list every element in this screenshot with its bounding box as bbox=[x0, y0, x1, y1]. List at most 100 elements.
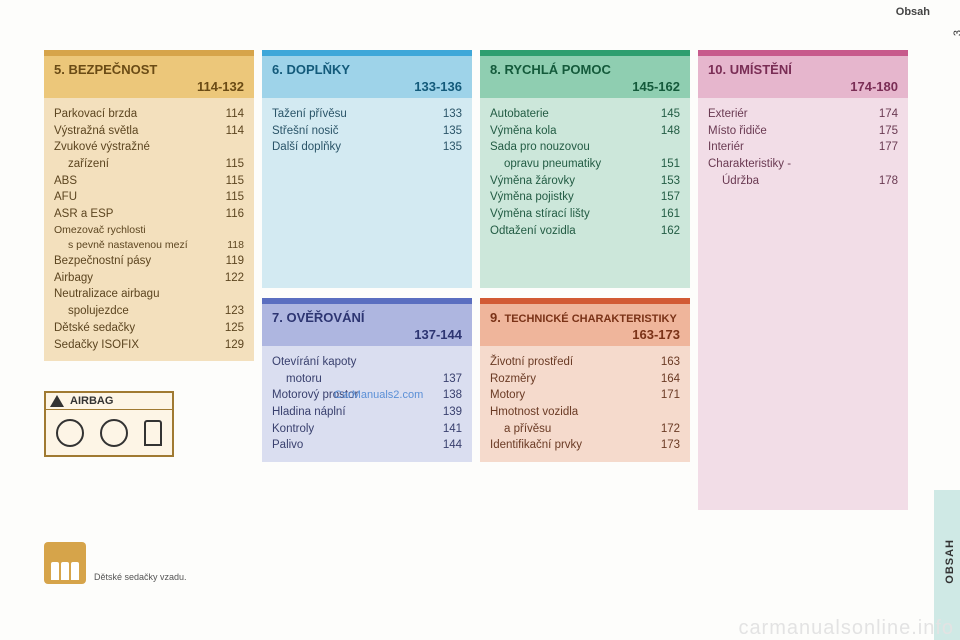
toc-page: 135 bbox=[428, 123, 462, 140]
section-6-title: DOPLŇKY bbox=[286, 62, 350, 77]
toc-row: Sedačky ISOFIX129 bbox=[54, 337, 244, 354]
toc-page: 123 bbox=[210, 303, 244, 320]
section-8-body: Autobaterie145Výměna kola148Sada pro nou… bbox=[480, 98, 690, 288]
watermark-main: carmanualsonline.info bbox=[0, 617, 960, 640]
section-9-body: Životní prostředí163Rozměry164Motory171H… bbox=[480, 346, 690, 462]
airbag-picto-3 bbox=[144, 420, 162, 446]
toc-page: 151 bbox=[646, 156, 680, 173]
toc-page: 178 bbox=[864, 173, 898, 190]
toc-label: Motory bbox=[490, 387, 646, 404]
section-8: 8. RYCHLÁ POMOC 145-162 Autobaterie145Vý… bbox=[480, 50, 690, 288]
toc-page bbox=[210, 286, 244, 303]
toc-row: opravu pneumatiky151 bbox=[490, 156, 680, 173]
columns: 5. BEZPEČNOST 114-132 Parkovací brzda114… bbox=[44, 50, 908, 510]
section-10-title: UMÍSTĚNÍ bbox=[730, 62, 792, 77]
airbag-picto-1 bbox=[56, 419, 84, 447]
col-2: 6. DOPLŇKY 133-136 Tažení přívěsu133Stře… bbox=[262, 50, 472, 510]
toc-row: Interiér177 bbox=[708, 139, 898, 156]
warning-icon bbox=[50, 395, 64, 407]
section-7: 7. OVĚŘOVÁNÍ 137-144 Otevírání kapotymot… bbox=[262, 298, 472, 462]
toc-label: Dětské sedačky bbox=[54, 320, 210, 337]
section-9: 9. TECHNICKÉ CHARAKTERISTIKY 163-173 Živ… bbox=[480, 298, 690, 462]
toc-row: a přívěsu172 bbox=[490, 421, 680, 438]
toc-page: 172 bbox=[646, 421, 680, 438]
toc-row: Airbagy122 bbox=[54, 270, 244, 287]
section-5: 5. BEZPEČNOST 114-132 Parkovací brzda114… bbox=[44, 50, 254, 361]
toc-page: 114 bbox=[210, 106, 244, 123]
toc-page: 171 bbox=[646, 387, 680, 404]
toc-row: motoru137 bbox=[272, 371, 462, 388]
toc-page: 157 bbox=[646, 189, 680, 206]
section-5-range: 114-132 bbox=[197, 79, 244, 94]
section-6-head: 6. DOPLŇKY 133-136 bbox=[262, 56, 472, 98]
section-6-body: Tažení přívěsu133Střešní nosič135Další d… bbox=[262, 98, 472, 288]
child-seats-caption: Dětské sedačky vzadu. bbox=[94, 572, 187, 584]
toc-row: Místo řidiče175 bbox=[708, 123, 898, 140]
page-header: Obsah bbox=[896, 6, 930, 18]
airbag-label: AIRBAG bbox=[70, 395, 113, 407]
toc-row: Omezovač rychlosti bbox=[54, 223, 244, 238]
toc-row: Kontroly141 bbox=[272, 421, 462, 438]
toc-label: Hmotnost vozidla bbox=[490, 404, 646, 421]
toc-page: 153 bbox=[646, 173, 680, 190]
toc-label: zařízení bbox=[54, 156, 210, 173]
toc-row: Bezpečnostní pásy119 bbox=[54, 253, 244, 270]
section-10-body: Exteriér174Místo řidiče175Interiér177Cha… bbox=[698, 98, 908, 510]
toc-row: Rozměry164 bbox=[490, 371, 680, 388]
airbag-picto-2 bbox=[100, 419, 128, 447]
section-7-title: OVĚŘOVÁNÍ bbox=[286, 310, 364, 325]
toc-label: ASR a ESP bbox=[54, 206, 210, 223]
section-9-head: 9. TECHNICKÉ CHARAKTERISTIKY 163-173 bbox=[480, 304, 690, 346]
toc-page bbox=[646, 139, 680, 156]
section-10: 10. UMÍSTĚNÍ 174-180 Exteriér174Místo ři… bbox=[698, 50, 908, 510]
toc-label: Charakteristiky - bbox=[708, 156, 864, 173]
toc-label: Autobaterie bbox=[490, 106, 646, 123]
toc-label: Výstražná světla bbox=[54, 123, 210, 140]
toc-page: 133 bbox=[428, 106, 462, 123]
page-number: 3 bbox=[952, 30, 960, 36]
toc-label: Výměna žárovky bbox=[490, 173, 646, 190]
toc-row: Životní prostředí163 bbox=[490, 354, 680, 371]
toc-label: Tažení přívěsu bbox=[272, 106, 428, 123]
section-8-num: 8. bbox=[490, 62, 501, 77]
toc-page: 115 bbox=[210, 189, 244, 206]
section-6-num: 6. bbox=[272, 62, 283, 77]
toc-page: 115 bbox=[210, 173, 244, 190]
seat-shape-3 bbox=[71, 562, 79, 580]
side-tab: OBSAH bbox=[944, 539, 956, 584]
toc-page: 115 bbox=[210, 156, 244, 173]
toc-row: Charakteristiky - bbox=[708, 156, 898, 173]
toc-label: Hladina náplní bbox=[272, 404, 428, 421]
toc-label: Otevírání kapoty bbox=[272, 354, 428, 371]
seat-shape-2 bbox=[61, 562, 69, 580]
toc-row: Exteriér174 bbox=[708, 106, 898, 123]
toc-page: 125 bbox=[210, 320, 244, 337]
toc-label: Kontroly bbox=[272, 421, 428, 438]
toc-label: AFU bbox=[54, 189, 210, 206]
section-7-head: 7. OVĚŘOVÁNÍ 137-144 bbox=[262, 304, 472, 346]
toc-page bbox=[646, 404, 680, 421]
toc-row: Hladina náplní139 bbox=[272, 404, 462, 421]
toc-page: 114 bbox=[210, 123, 244, 140]
section-8-title: RYCHLÁ POMOC bbox=[504, 62, 610, 77]
toc-row: Hmotnost vozidla bbox=[490, 404, 680, 421]
toc-label: Identifikační prvky bbox=[490, 437, 646, 454]
section-9-title: TECHNICKÉ CHARAKTERISTIKY bbox=[504, 313, 676, 325]
toc-row: Neutralizace airbagu bbox=[54, 286, 244, 303]
toc-page bbox=[210, 223, 244, 238]
section-10-range: 174-180 bbox=[850, 79, 898, 94]
section-8-range: 145-162 bbox=[632, 79, 680, 94]
section-8-head: 8. RYCHLÁ POMOC 145-162 bbox=[480, 56, 690, 98]
toc-row: Výstražná světla114 bbox=[54, 123, 244, 140]
toc-page: 116 bbox=[210, 206, 244, 223]
toc-page: 122 bbox=[210, 270, 244, 287]
toc-page: 163 bbox=[646, 354, 680, 371]
section-9-num: 9. bbox=[490, 310, 501, 325]
toc-label: Střešní nosič bbox=[272, 123, 428, 140]
toc-label: Exteriér bbox=[708, 106, 864, 123]
toc-row: Parkovací brzda114 bbox=[54, 106, 244, 123]
toc-page: 161 bbox=[646, 206, 680, 223]
section-7-body: Otevírání kapotymotoru137Motorový prosto… bbox=[262, 346, 472, 462]
toc-row: Další doplňky135 bbox=[272, 139, 462, 156]
page: Obsah 3 OBSAH 5. BEZPEČNOST 114-132 Park… bbox=[0, 0, 960, 640]
